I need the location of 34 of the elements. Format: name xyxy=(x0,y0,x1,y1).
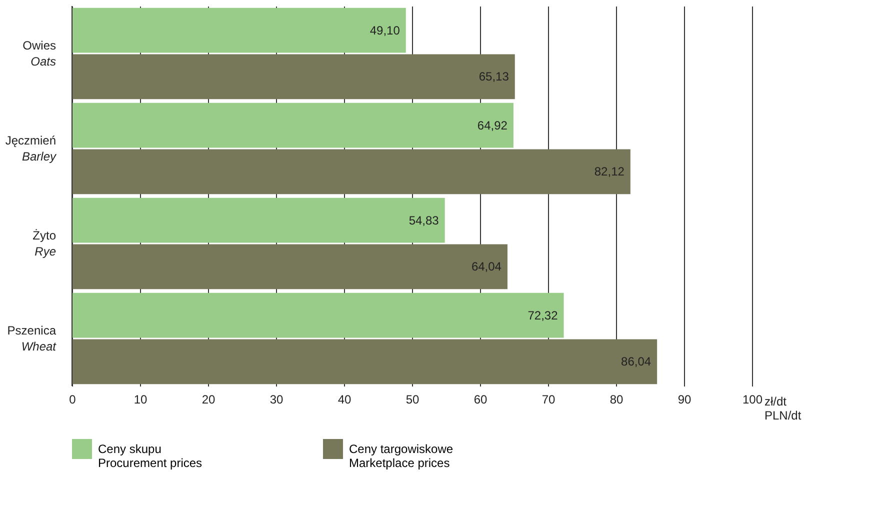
x-tick-label: 40 xyxy=(338,392,352,406)
data-label: 65,13 xyxy=(478,70,510,84)
bar xyxy=(72,292,564,338)
x-tick-label: 70 xyxy=(542,392,556,406)
bar xyxy=(72,198,445,243)
x-tick-label: 0 xyxy=(69,392,76,406)
data-label: 86,04 xyxy=(621,354,652,369)
bar xyxy=(72,54,515,100)
x-tick-label: 100 xyxy=(742,392,763,406)
category-label: Żyto Rye xyxy=(32,228,56,258)
data-label: 64,92 xyxy=(477,118,508,132)
category-label: Jęczmień Barley xyxy=(5,134,56,164)
x-tick-label: 30 xyxy=(270,392,284,406)
data-label: 72,32 xyxy=(528,308,558,322)
bar xyxy=(72,102,514,148)
bar xyxy=(72,244,508,290)
x-tick-label: 50 xyxy=(406,392,420,406)
legend-label: Ceny targowiskowe Marketplace prices xyxy=(349,442,454,470)
data-label: 82,12 xyxy=(594,164,625,179)
x-tick-label: 20 xyxy=(202,392,216,406)
x-tick-label: 90 xyxy=(678,392,692,406)
x-tick-label: 60 xyxy=(474,392,488,406)
legend-label: Ceny skupu Procurement prices xyxy=(98,442,202,470)
data-label: 54,83 xyxy=(408,213,440,228)
x-tick-label: 80 xyxy=(610,392,624,406)
x-tick-label: 10 xyxy=(134,392,148,406)
bar xyxy=(72,8,406,53)
category-label: Owies Oats xyxy=(22,38,56,68)
data-label: 49,10 xyxy=(370,23,400,38)
x-axis-title: zł/dt PLN/dt xyxy=(764,394,802,422)
bar xyxy=(72,339,658,384)
bar xyxy=(72,149,630,194)
data-label: 64,04 xyxy=(471,260,502,274)
category-label: Pszenica Wheat xyxy=(7,324,56,354)
